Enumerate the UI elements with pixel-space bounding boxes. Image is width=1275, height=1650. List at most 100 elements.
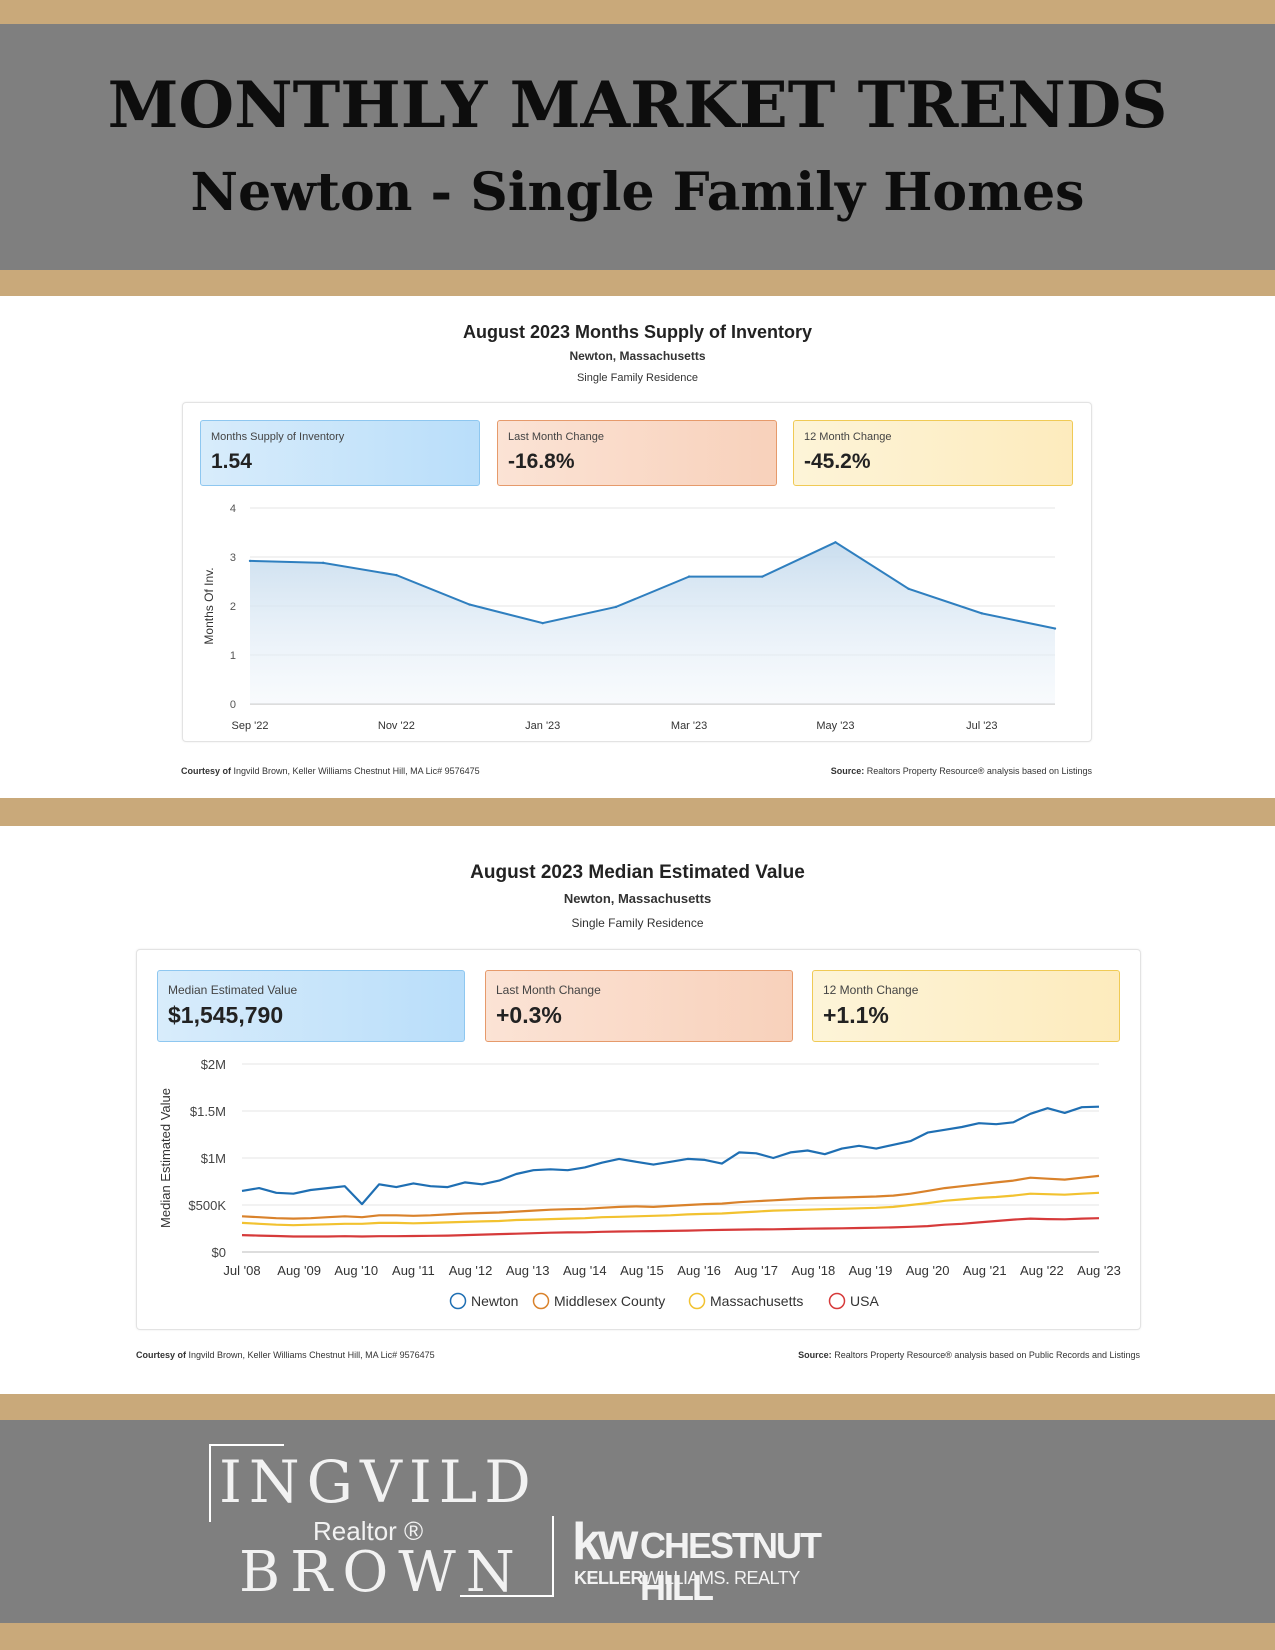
x-tick-label: Aug '13	[506, 1263, 550, 1278]
y-tick-label: 4	[230, 503, 236, 515]
source-label: Source:	[798, 1350, 832, 1360]
inventory-stat-months-supply: Months Supply of Inventory 1.54	[200, 420, 480, 486]
x-tick-label: Aug '10	[334, 1263, 378, 1278]
stat-value: -45.2%	[804, 450, 871, 473]
logo-frame-top	[209, 1444, 284, 1446]
legend-marker-usa	[828, 1292, 846, 1310]
x-tick-label: Jan '23	[525, 720, 560, 732]
inventory-line	[249, 541, 1056, 630]
top-gold-band	[0, 0, 1275, 24]
stat-value: -16.8%	[508, 450, 575, 473]
median-stat-last-month: Last Month Change +0.3%	[485, 970, 793, 1042]
x-tick-label: Aug '17	[734, 1263, 778, 1278]
y-tick-label: 3	[230, 552, 236, 564]
data-point	[321, 561, 325, 565]
x-tick-label: Aug '18	[791, 1263, 835, 1278]
courtesy-label: Courtesy of	[136, 1350, 187, 1360]
courtesy-text: Ingvild Brown, Keller Williams Chestnut …	[233, 766, 480, 776]
x-tick-label: Aug '22	[1020, 1263, 1064, 1278]
ingvild-brown-logo: INGVILD Realtor ® BROWN	[205, 1440, 555, 1605]
footer-panel	[0, 1420, 1275, 1623]
legend-label: Massachusetts	[710, 1293, 803, 1309]
logo-frame-bottom	[460, 1595, 554, 1597]
inventory-chart-title: August 2023 Months Supply of Inventory	[462, 322, 813, 342]
median-property-type: Single Family Residence	[571, 916, 704, 930]
legend-label: Newton	[471, 1293, 518, 1309]
inventory-stat-last-month: Last Month Change -16.8%	[497, 420, 777, 486]
stat-value: $1,545,790	[168, 1002, 284, 1028]
x-tick-label: Aug '20	[906, 1263, 950, 1278]
y-tick-label: 2	[230, 601, 236, 613]
y-tick-label: $2M	[201, 1057, 226, 1072]
header-gold-band	[0, 270, 1275, 296]
data-point	[468, 603, 471, 606]
median-courtesy: Courtesy of Ingvild Brown, Keller Willia…	[136, 1350, 435, 1360]
y-tick-label: $1M	[201, 1151, 226, 1166]
middle-gold-band	[0, 798, 1275, 826]
legend-label: Middlesex County	[554, 1293, 665, 1309]
stat-value: +0.3%	[496, 1002, 562, 1028]
x-tick-label: Aug '14	[563, 1263, 607, 1278]
series-line-middlesex	[241, 1174, 1100, 1220]
y-axis-label: Months Of Inv.	[202, 567, 216, 644]
series-line-usa	[241, 1217, 1100, 1238]
kw-logo: kw CHESTNUT HILL KELLERWILLIAMS. REALTY	[572, 1513, 892, 1608]
inventory-stat-12-month: 12 Month Change -45.2%	[793, 420, 1073, 486]
source-text: Realtors Property Resource® analysis bas…	[834, 1350, 1140, 1360]
inventory-chart: 0 1 2 3 4 Sep '22 Nov '22 Jan '23 Mar '23 May '23…	[202, 503, 1057, 732]
x-tick-label: Aug '12	[449, 1263, 493, 1278]
kw-brokerage-a: KELLER	[574, 1568, 644, 1588]
x-tick-label: Aug '15	[620, 1263, 664, 1278]
bottom-gold-band	[0, 1623, 1275, 1650]
y-tick-label: 1	[230, 650, 236, 662]
source-text: Realtors Property Resource® analysis bas…	[866, 766, 1092, 776]
x-tick-label: Nov '22	[378, 720, 415, 732]
page-title: MONTHLY MARKET TRENDS	[107, 68, 1168, 143]
legend-label: USA	[850, 1293, 879, 1309]
data-point	[395, 573, 398, 577]
y-tick-label: $500K	[188, 1198, 226, 1213]
data-point	[980, 612, 984, 615]
inventory-section: August 2023 Months Supply of Inventory N…	[0, 296, 1275, 798]
median-section: August 2023 Median Estimated Value Newto…	[0, 826, 1275, 1394]
stat-label: Last Month Change	[496, 983, 601, 997]
data-point	[1053, 627, 1057, 630]
y-tick-label: $0	[212, 1245, 226, 1260]
x-tick-label: Aug '19	[849, 1263, 893, 1278]
x-tick-label: Aug '11	[392, 1263, 435, 1278]
logo-frame-right	[552, 1516, 554, 1597]
data-point	[614, 605, 618, 609]
x-tick-label: Sep '22	[232, 720, 269, 732]
stat-label: 12 Month Change	[804, 431, 892, 443]
x-tick-label: Jul '08	[223, 1263, 260, 1278]
x-tick-label: Jul '23	[966, 720, 997, 732]
stat-value: +1.1%	[823, 1002, 889, 1028]
logo-realtor: Realtor ®	[313, 1516, 424, 1546]
legend-marker-massachusetts	[688, 1292, 706, 1310]
stat-value: 1.54	[211, 450, 252, 473]
source-label: Source:	[830, 766, 865, 776]
median-chart: $0 $500K $1M $1.5M $2M Jul '08 Aug '09 Aug '10 A…	[158, 1057, 1121, 1310]
x-tick-label: Aug '16	[677, 1263, 721, 1278]
median-stat-value: Median Estimated Value $1,545,790	[157, 970, 465, 1042]
data-point	[761, 575, 764, 578]
stat-label: Last Month Change	[508, 431, 605, 443]
x-tick-label: Aug '09	[277, 1263, 321, 1278]
x-tick-label: Aug '21	[963, 1263, 1007, 1278]
legend-marker-newton	[449, 1292, 467, 1310]
kw-mark: kw	[572, 1513, 638, 1571]
header-panel	[0, 24, 1275, 270]
x-tick-label: Mar '23	[671, 720, 707, 732]
y-tick-label: 0	[230, 699, 236, 711]
stat-label: Median Estimated Value	[168, 983, 298, 997]
stat-label: 12 Month Change	[823, 983, 919, 997]
kw-brokerage-b: WILLIAMS. REALTY	[643, 1568, 800, 1588]
median-chart-card: Median Estimated Value $1,545,790 Last M…	[136, 949, 1141, 1330]
median-stat-12-month: 12 Month Change +1.1%	[812, 970, 1120, 1042]
stat-label: Months Supply of Inventory	[211, 431, 345, 443]
x-tick-label: Aug '23	[1077, 1263, 1121, 1278]
data-point	[907, 587, 910, 591]
inventory-property-type: Single Family Residence	[576, 372, 699, 384]
logo-name-bottom: BROWN	[239, 1540, 525, 1605]
median-chart-title: August 2023 Median Estimated Value	[470, 862, 805, 883]
